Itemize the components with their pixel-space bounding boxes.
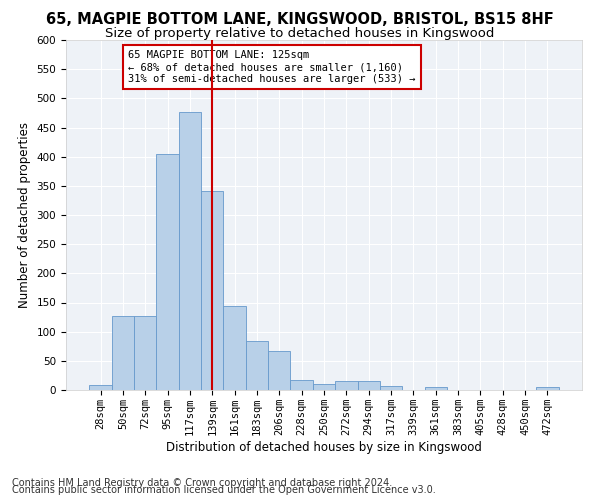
- Text: Contains public sector information licensed under the Open Government Licence v3: Contains public sector information licen…: [12, 485, 436, 495]
- Bar: [112, 316, 134, 390]
- Bar: [134, 316, 157, 390]
- Bar: [380, 386, 402, 390]
- Bar: [358, 381, 380, 390]
- Bar: [335, 381, 358, 390]
- Bar: [313, 384, 335, 390]
- Text: 65, MAGPIE BOTTOM LANE, KINGSWOOD, BRISTOL, BS15 8HF: 65, MAGPIE BOTTOM LANE, KINGSWOOD, BRIST…: [46, 12, 554, 28]
- Text: 65 MAGPIE BOTTOM LANE: 125sqm
← 68% of detached houses are smaller (1,160)
31% o: 65 MAGPIE BOTTOM LANE: 125sqm ← 68% of d…: [128, 50, 415, 84]
- Bar: [268, 351, 290, 390]
- Bar: [223, 306, 246, 390]
- Bar: [201, 191, 223, 390]
- Bar: [246, 341, 268, 390]
- Bar: [179, 112, 201, 390]
- Bar: [89, 386, 112, 390]
- Y-axis label: Number of detached properties: Number of detached properties: [18, 122, 31, 308]
- Bar: [536, 387, 559, 390]
- Bar: [290, 380, 313, 390]
- Bar: [157, 154, 179, 390]
- X-axis label: Distribution of detached houses by size in Kingswood: Distribution of detached houses by size …: [166, 440, 482, 454]
- Text: Size of property relative to detached houses in Kingswood: Size of property relative to detached ho…: [106, 28, 494, 40]
- Text: Contains HM Land Registry data © Crown copyright and database right 2024.: Contains HM Land Registry data © Crown c…: [12, 478, 392, 488]
- Bar: [425, 387, 447, 390]
